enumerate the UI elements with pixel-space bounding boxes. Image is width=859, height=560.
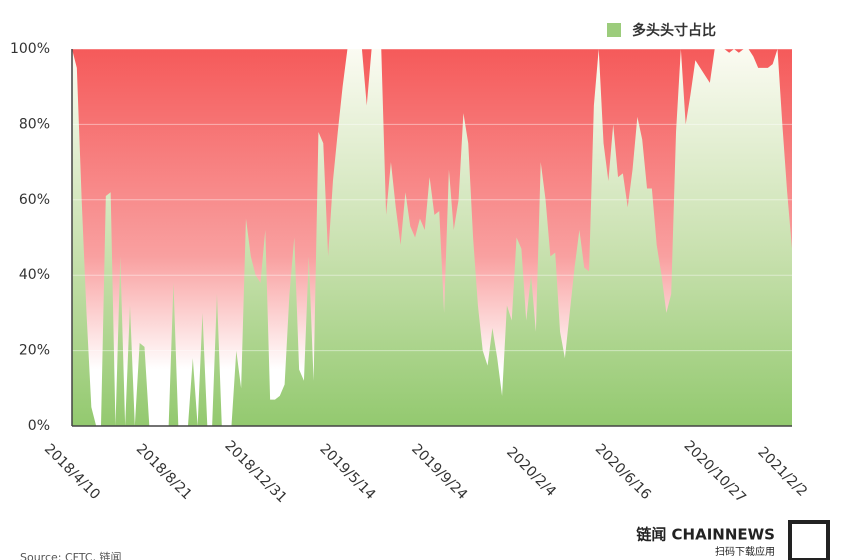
brand-sub: 扫码下载应用 [715,545,775,558]
legend-label: 多头头寸占比 [632,22,716,39]
x-tick-label: 2020/6/16 [592,441,654,503]
legend-swatch [607,23,621,37]
x-tick-label: 2020/10/27 [680,438,748,506]
area [72,49,792,426]
x-tick-label: 2018/4/10 [41,441,103,503]
y-tick-label: 40% [19,267,50,283]
x-tick-label: 2018/12/31 [221,438,289,506]
y-tick-label: 80% [19,116,50,132]
x-tick-label: 2018/8/21 [133,441,195,503]
x-tick-label: 2021/2/2 [754,444,810,500]
y-tick-label: 60% [19,192,50,208]
y-tick-label: 100% [10,41,50,57]
x-tick-label: 2020/2/4 [503,444,559,500]
y-tick-label: 20% [19,343,50,359]
brand: 链闻 CHAINNEWS [636,526,775,544]
qr-code [788,520,830,560]
x-tick-label: 2019/9/24 [408,441,470,503]
source: Source: CFTC, 链闻 [20,550,122,560]
x-tick-label: 2019/5/14 [316,441,378,503]
y-tick-label: 0% [28,418,50,434]
